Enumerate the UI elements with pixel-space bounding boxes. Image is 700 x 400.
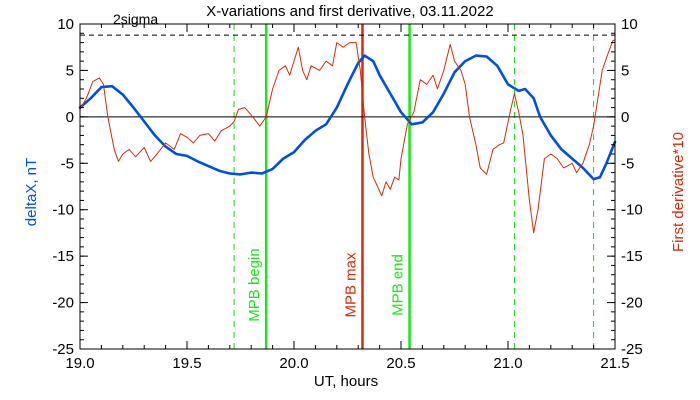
mpb-begin-label: MPB begin — [246, 248, 263, 321]
y-tick-label-right: -20 — [621, 295, 643, 312]
x-tick-label: 21.5 — [600, 355, 629, 372]
y-tick-label-left: -25 — [52, 341, 74, 358]
y-tick-label-right: -15 — [621, 248, 643, 265]
x-axis-label: UT, hours — [314, 373, 378, 390]
y-tick-label-left: -5 — [61, 155, 74, 172]
derivative-series-line — [79, 39, 616, 234]
left-axis-label: deltaX, nT — [23, 158, 40, 226]
y-tick-label-right: 0 — [621, 109, 629, 126]
y-tick-label-right: -25 — [621, 341, 643, 358]
y-tick-label-right: -10 — [621, 202, 643, 219]
right-axis-label: First derivative*10 — [670, 132, 687, 252]
x-tick-label: 19.5 — [172, 355, 201, 372]
y-tick-label-left: -15 — [52, 248, 74, 265]
mpb-max-label: MPB max — [342, 252, 359, 318]
chart-title: X-variations and first derivative, 03.11… — [206, 3, 493, 20]
y-tick-label-left: 5 — [66, 62, 74, 79]
mpb-end-label: MPB end — [390, 254, 407, 316]
plot-frame — [79, 23, 616, 350]
x-tick-label: 21.0 — [493, 355, 522, 372]
deltaX-series-line — [78, 54, 617, 181]
y-tick-label-right: 10 — [621, 16, 638, 33]
y-tick-label-left: -10 — [52, 202, 74, 219]
x-tick-label: 20.5 — [386, 355, 415, 372]
threshold-label: 2sigma — [113, 11, 158, 27]
y-tick-label-right: 5 — [621, 62, 629, 79]
y-tick-label-left: 0 — [66, 109, 74, 126]
x-tick-label: 19.0 — [65, 355, 94, 372]
y-tick-label-left: -20 — [52, 295, 74, 312]
y-tick-label-right: -5 — [621, 155, 634, 172]
y-tick-label-left: 10 — [57, 16, 74, 33]
x-tick-label: 20.0 — [279, 355, 308, 372]
